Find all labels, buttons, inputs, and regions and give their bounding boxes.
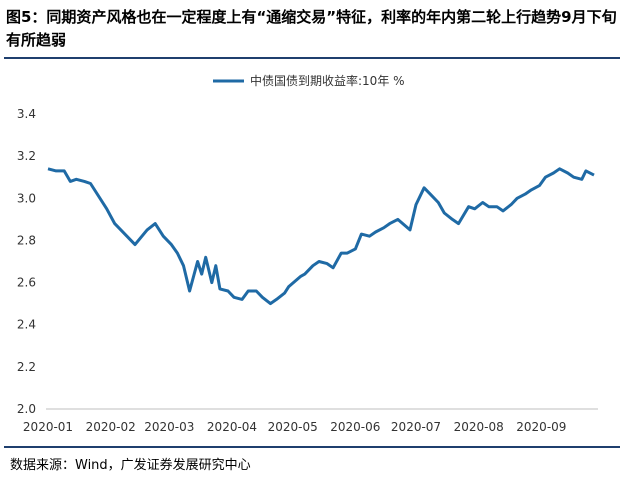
chart-title: 图5：同期资产风格也在一定程度上有“通缩交易”特征，利率的年内第二轮上行趋势9月…	[6, 8, 617, 49]
y-tick-label: 3.4	[17, 107, 36, 121]
y-tick-label: 2.0	[17, 402, 36, 416]
plot-area	[47, 167, 595, 306]
legend: 中债国债到期收益率:10年 %	[213, 73, 405, 88]
x-tick-label: 2020-06	[330, 420, 380, 434]
x-tick-label: 2020-08	[454, 420, 504, 434]
y-axis: 3.4 3.2 3.0 2.8 2.6 2.4 2.2 2.0	[17, 107, 36, 416]
series-line	[47, 167, 595, 306]
x-axis: 2020-01 2020-02 2020-03 2020-04 2020-05 2020-…	[23, 408, 598, 434]
top-rule	[4, 57, 620, 59]
x-tick-label: 2020-01	[23, 420, 73, 434]
y-tick-label: 2.6	[17, 276, 36, 290]
x-tick-label: 2020-05	[268, 420, 318, 434]
y-tick-label: 2.8	[17, 233, 36, 247]
x-tick-label: 2020-07	[391, 420, 441, 434]
x-tick-label: 2020-09	[516, 420, 566, 434]
legend-label: 中债国债到期收益率:10年 %	[250, 73, 405, 88]
y-tick-label: 2.2	[17, 360, 36, 374]
bottom-rule	[4, 446, 620, 448]
x-tick-label: 2020-02	[86, 420, 136, 434]
x-tick-label: 2020-04	[207, 420, 257, 434]
y-tick-label: 3.0	[17, 191, 36, 205]
x-tick-label: 2020-03	[144, 420, 194, 434]
y-tick-label: 3.2	[17, 149, 36, 163]
source-note: 数据来源：Wind，广发证券发展研究中心	[10, 458, 251, 473]
y-tick-label: 2.4	[17, 318, 36, 332]
